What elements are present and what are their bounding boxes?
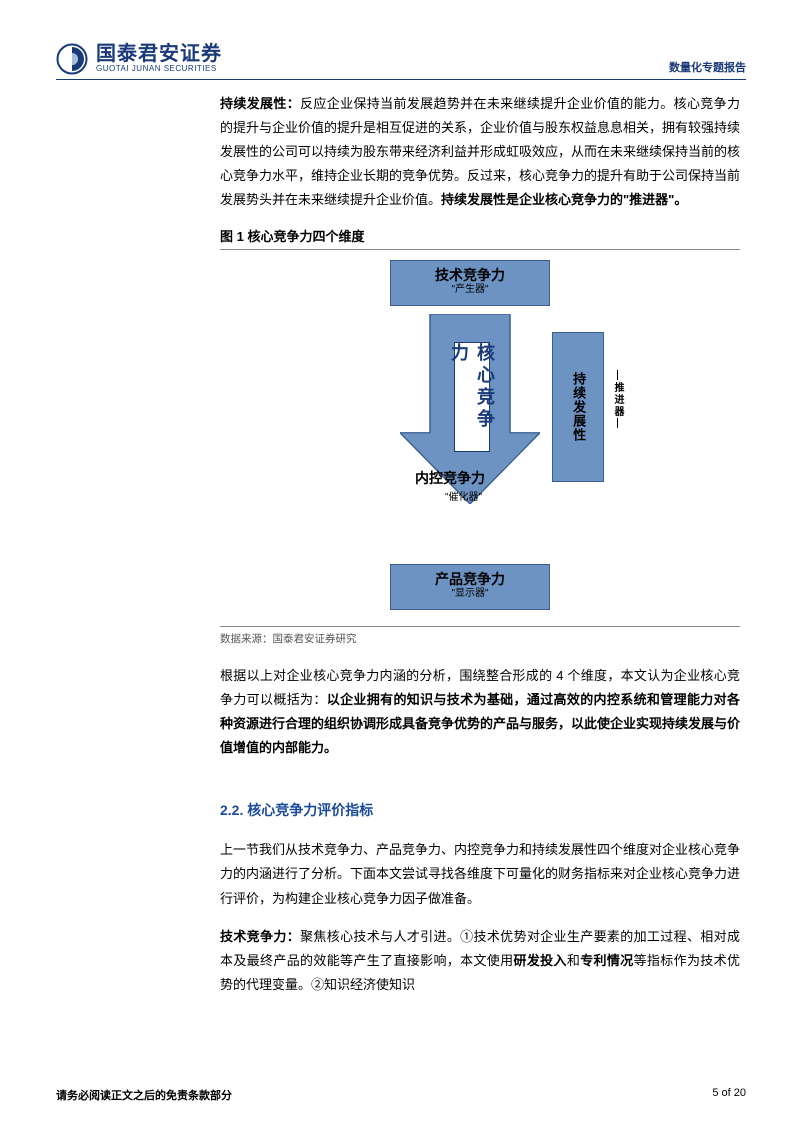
figure-diagram: 技术竞争力 "产生器" 核心竞争力 内控竞争力 "催化器" 持续发展性 —推进器…: [310, 260, 650, 620]
section-heading-2-2: 2.2. 核心竞争力评价指标: [220, 800, 740, 820]
diagram-bottom-box: 产品竞争力 "显示器": [390, 564, 550, 610]
content-area: 持续发展性：反应企业保持当前发展趋势并在未来继续提升企业价值的能力。核心竞争力的…: [220, 92, 740, 1011]
center-label: 核心竞争力: [446, 343, 498, 451]
footer-page-number: 5 of 20: [712, 1087, 746, 1103]
page-header: 国泰君安证券 GUOTAI JUNAN SECURITIES 数量化专题报告: [56, 32, 746, 80]
diagram-center-box: 核心竞争力: [454, 342, 490, 452]
company-logo-icon: [56, 43, 88, 75]
paragraph-sustainability: 持续发展性：反应企业保持当前发展趋势并在未来继续提升企业价值的能力。核心竞争力的…: [220, 92, 740, 212]
top-box-title: 技术竞争力: [401, 267, 539, 284]
diagram-side-label: —推进器—: [610, 370, 625, 430]
figure-title: 图 1 核心竞争力四个维度: [220, 226, 740, 250]
para4-mid: 和: [567, 953, 580, 968]
para4-lead: 技术竞争力：: [220, 929, 300, 944]
top-box-sub: "产生器": [401, 284, 539, 296]
side-box-title: 持续发展性: [569, 372, 587, 442]
para4-b1: 研发投入: [513, 953, 566, 968]
diagram-top-box: 技术竞争力 "产生器": [390, 260, 550, 306]
arrow-body-title: 内控竞争力: [415, 468, 485, 488]
diagram-side-box: 持续发展性: [552, 332, 604, 482]
logo-block: 国泰君安证券 GUOTAI JUNAN SECURITIES: [56, 43, 222, 75]
data-source: 数据来源：国泰君安证券研究: [220, 626, 740, 646]
paragraph-summary: 根据以上对企业核心竞争力内涵的分析，围绕整合形成的 4 个维度，本文认为企业核心…: [220, 664, 740, 760]
page-footer: 请务必阅读正文之后的免责条款部分 5 of 20: [56, 1087, 746, 1103]
arrow-body-sub: "催化器": [445, 488, 482, 503]
paragraph-intro-2-2: 上一节我们从技术竞争力、产品竞争力、内控竞争力和持续发展性四个维度对企业核心竞争…: [220, 838, 740, 910]
header-report-type: 数量化专题报告: [669, 59, 746, 75]
para1-body: 反应企业保持当前发展趋势并在未来继续提升企业价值的能力。核心竞争力的提升与企业价…: [220, 96, 740, 207]
para1-lead: 持续发展性：: [220, 96, 300, 111]
para4-b2: 专利情况: [580, 953, 633, 968]
para1-tail: 持续发展性是企业核心竞争力的"推进器"。: [441, 192, 687, 207]
data-source-label: 数据来源：: [220, 633, 273, 645]
paragraph-tech: 技术竞争力：聚焦核心技术与人才引进。①技术优势对企业生产要素的加工过程、相对成本…: [220, 925, 740, 997]
logo-text-en: GUOTAI JUNAN SECURITIES: [96, 64, 222, 74]
footer-disclaimer: 请务必阅读正文之后的免责条款部分: [56, 1087, 232, 1103]
logo-text-cn: 国泰君安证券: [96, 44, 222, 64]
data-source-value: 国泰君安证券研究: [273, 633, 357, 645]
bottom-box-title: 产品竞争力: [401, 571, 539, 588]
bottom-box-sub: "显示器": [401, 588, 539, 600]
